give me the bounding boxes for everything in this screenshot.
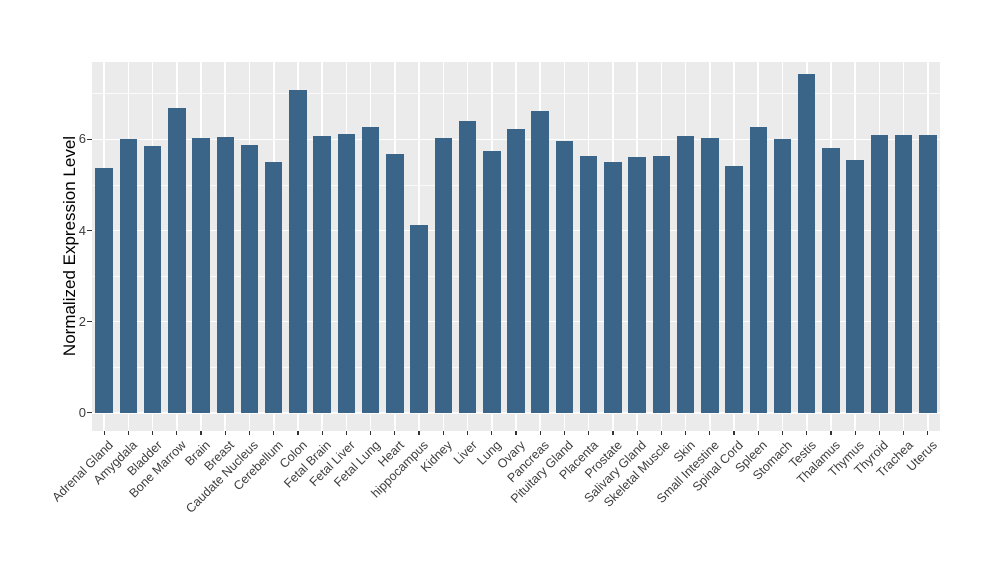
bar-bone-marrow [168, 107, 186, 413]
x-tick-mark [685, 431, 687, 435]
bar-skeletal-muscle [652, 156, 671, 413]
x-tick-mark [442, 431, 444, 435]
bar-brain [192, 138, 210, 413]
bar-caudate-nucleus [240, 145, 259, 413]
x-tick-mark [927, 431, 929, 435]
x-tick-mark [709, 431, 711, 435]
bar-small-intestine [701, 138, 719, 413]
x-tick-mark [176, 431, 178, 435]
x-tick-mark [733, 431, 735, 435]
bar-trachea [894, 135, 913, 413]
bar-fetal-liver [337, 134, 356, 413]
bar-thyroid [870, 135, 889, 413]
bar-hippocampus [410, 224, 428, 413]
x-tick-mark [103, 431, 105, 435]
bar-spleen [749, 126, 768, 413]
bar-pancreas [531, 111, 549, 413]
x-tick-mark [127, 431, 129, 435]
plot-panel [92, 62, 940, 431]
x-tick-mark [903, 431, 905, 435]
x-tick-mark [466, 431, 469, 435]
bar-stomach [773, 139, 792, 413]
bar-thalamus [822, 148, 840, 413]
x-tick-mark [345, 431, 347, 435]
bar-liver [458, 120, 477, 413]
bar-spinal-cord [725, 166, 743, 413]
gridline-minor [92, 93, 940, 95]
bar-uterus [919, 135, 937, 413]
x-tick-mark [370, 431, 372, 435]
bar-placenta [579, 156, 598, 413]
bar-bladder [143, 146, 162, 413]
bar-testis [797, 74, 816, 413]
x-tick-mark [151, 431, 154, 435]
bar-thymus [846, 159, 864, 413]
bar-fetal-lung [361, 126, 380, 413]
x-tick-mark [394, 431, 396, 435]
y-tick-label: 0 [78, 404, 86, 420]
x-tick-mark [418, 431, 420, 435]
gridline-major [92, 411, 940, 414]
x-tick-mark [588, 431, 590, 435]
bar-lung [483, 150, 501, 413]
bar-pituitary-gland [555, 141, 574, 413]
x-tick-mark [297, 431, 299, 435]
x-tick-mark [515, 431, 517, 435]
y-tick-mark [87, 138, 92, 141]
bar-ovary [507, 128, 525, 413]
x-tick-mark [539, 431, 541, 435]
x-tick-mark [854, 431, 856, 435]
bar-heart [386, 153, 404, 413]
x-tick-mark [781, 431, 784, 435]
x-tick-mark [273, 431, 275, 435]
bar-prostate [604, 162, 622, 413]
bar-fetal-brain [313, 135, 331, 413]
x-tick-mark [491, 431, 493, 435]
bar-amygdala [119, 139, 138, 413]
x-tick-mark [830, 431, 832, 435]
x-tick-mark [563, 431, 566, 435]
x-tick-mark [321, 431, 323, 435]
x-tick-mark [636, 431, 638, 435]
bar-salivary-gland [628, 157, 646, 413]
y-tick-label: 6 [78, 131, 86, 147]
x-tick-mark [224, 431, 226, 435]
bar-cerebellum [264, 162, 283, 413]
x-tick-mark [757, 431, 759, 435]
bar-skin [676, 136, 695, 413]
y-tick-mark [87, 229, 92, 232]
y-tick-mark [87, 412, 92, 414]
y-tick-label: 4 [78, 222, 86, 238]
bar-adrenal-gland [95, 167, 113, 413]
y-tick-label: 2 [78, 313, 86, 329]
bar-breast [216, 136, 234, 413]
bar-colon [289, 90, 307, 413]
x-tick-mark [612, 431, 614, 435]
bar-kidney [434, 137, 453, 413]
x-tick-mark [248, 431, 251, 435]
y-tick-mark [87, 321, 92, 323]
x-tick-mark [878, 431, 881, 435]
x-tick-mark [806, 431, 808, 435]
x-tick-mark [200, 431, 202, 435]
x-tick-mark [660, 431, 662, 435]
